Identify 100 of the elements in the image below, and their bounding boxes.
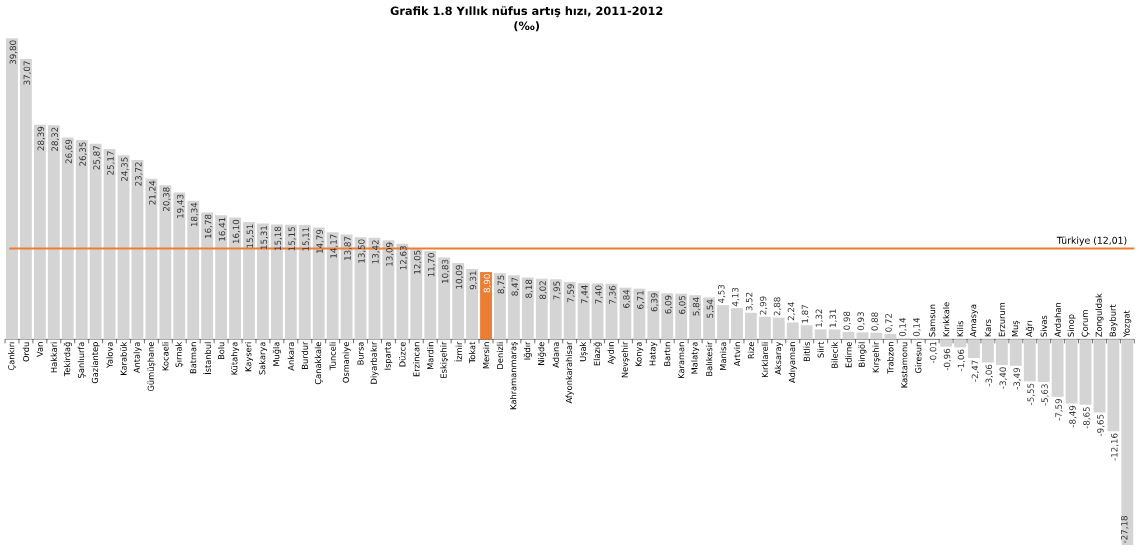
data-label: 6,39 <box>650 293 659 312</box>
data-label: 7,44 <box>581 285 589 304</box>
bar <box>856 332 869 340</box>
data-label: 28,32 <box>51 127 59 151</box>
x-tick-label: Ağrı <box>1025 321 1034 338</box>
bar <box>675 293 688 340</box>
x-tick-label: Sivas <box>1040 315 1047 337</box>
data-label: 7,59 <box>567 284 575 303</box>
x-tick-label: Karaman <box>678 342 685 378</box>
data-label: 18,34 <box>190 202 199 227</box>
x-tick-label: Şırnak <box>175 341 184 367</box>
x-tick-label: Batman <box>190 342 197 374</box>
data-label: -3,49 <box>1013 368 1021 390</box>
data-label: 15,18 <box>274 226 282 251</box>
bar <box>884 333 897 340</box>
data-label: 0,98 <box>843 311 851 330</box>
x-tick-label: Çankırı <box>8 342 16 371</box>
x-tick-label: Uşak <box>579 341 588 362</box>
data-label: 6,84 <box>623 289 631 308</box>
bar <box>731 308 743 340</box>
x-tick-label: Adana <box>552 342 559 368</box>
x-tick-label: Trabzon <box>887 342 894 374</box>
bar <box>159 185 172 340</box>
x-tick-label: Kırşehir <box>872 341 881 373</box>
data-label: 1,87 <box>801 305 810 323</box>
x-tick-label: Elazığ <box>593 342 602 366</box>
data-label: 2,88 <box>773 297 782 316</box>
x-tick-label: Kastamonu <box>901 342 908 388</box>
x-tick-label: Bolu <box>217 342 225 360</box>
x-tick-label: Ardahan <box>1054 303 1061 338</box>
data-label: 6,71 <box>637 291 645 309</box>
x-tick-label: Kayseri <box>245 342 253 372</box>
chart-title: Grafik 1.8 Yıllık nüfus artış hızı, 2011-2012 <box>390 6 663 18</box>
x-tick-label: Gaziantep <box>91 342 100 384</box>
data-label: 5,84 <box>692 297 701 316</box>
data-label: 3,52 <box>745 292 754 311</box>
data-label: -3,40 <box>999 367 1007 389</box>
data-label: 7,40 <box>595 285 603 304</box>
data-label: 0,93 <box>857 312 865 331</box>
x-tick-label: Şanlıurfa <box>77 342 86 378</box>
bar <box>187 200 200 340</box>
x-tick-label: Muş <box>1012 320 1020 337</box>
bar <box>75 140 88 340</box>
x-tick-label: İstanbul <box>203 342 212 374</box>
data-label: 15,51 <box>246 224 254 248</box>
bar <box>563 281 576 340</box>
bar <box>6 38 18 340</box>
x-tick-label: Kahramanmaraş <box>509 342 518 410</box>
data-label: 0,14 <box>899 317 907 337</box>
x-tick-label: Malatya <box>691 342 700 374</box>
data-label: 2,99 <box>759 296 768 315</box>
data-label: 21,24 <box>149 180 157 205</box>
x-tick-label: Sinop <box>1067 314 1076 337</box>
data-label: -12,16 <box>1111 433 1119 461</box>
data-label: 23,72 <box>135 162 143 186</box>
bar <box>689 295 702 340</box>
x-tick-label: Kocaeli <box>162 342 169 371</box>
bar <box>243 222 255 340</box>
x-tick-label: Kilis <box>956 320 964 337</box>
bar <box>786 322 799 340</box>
x-tick-label: Edirne <box>845 342 852 368</box>
bar <box>549 279 562 340</box>
x-tick-label: Erzincan <box>413 342 420 377</box>
x-tick-label: Van <box>36 342 43 357</box>
bar <box>940 339 953 347</box>
data-label: 8,47 <box>511 277 519 296</box>
bar <box>61 137 74 340</box>
x-tick-label: Zonguldak <box>1095 293 1104 337</box>
x-tick-label: Mardin <box>427 342 434 370</box>
bar <box>717 305 729 340</box>
bar <box>201 212 214 340</box>
x-tick-label: Kütahya <box>231 342 240 375</box>
x-tick-label: Tokat <box>468 341 476 364</box>
bar <box>312 227 325 340</box>
x-tick-label: Tunceli <box>329 342 336 371</box>
data-label: 8,18 <box>525 279 533 298</box>
data-label: -8,65 <box>1083 407 1091 429</box>
bar <box>661 293 674 340</box>
bar <box>494 273 506 340</box>
x-tick-label: Hakkari <box>50 342 58 373</box>
data-label: 7,36 <box>609 285 617 304</box>
x-tick-label: Osmaniye <box>342 342 351 383</box>
data-label: 8,75 <box>497 275 506 294</box>
bar <box>772 317 785 340</box>
data-label: 7,95 <box>553 281 561 300</box>
data-label: 12,63 <box>399 246 408 270</box>
data-label: -0,01 <box>929 341 938 364</box>
bar <box>633 288 646 340</box>
x-tick-label: Bursa <box>357 342 364 365</box>
bar <box>480 272 492 340</box>
x-tick-label: Bitlis <box>803 342 810 361</box>
bar <box>507 275 520 340</box>
x-tick-label: Denizli <box>496 342 504 369</box>
x-tick-label: Samsun <box>929 304 936 337</box>
bar <box>47 125 60 340</box>
x-tick-label: Erzurum <box>998 302 1005 337</box>
x-tick-label: Iğdır <box>523 341 532 360</box>
bar <box>814 329 827 340</box>
bar <box>229 217 241 340</box>
bar <box>466 268 478 340</box>
